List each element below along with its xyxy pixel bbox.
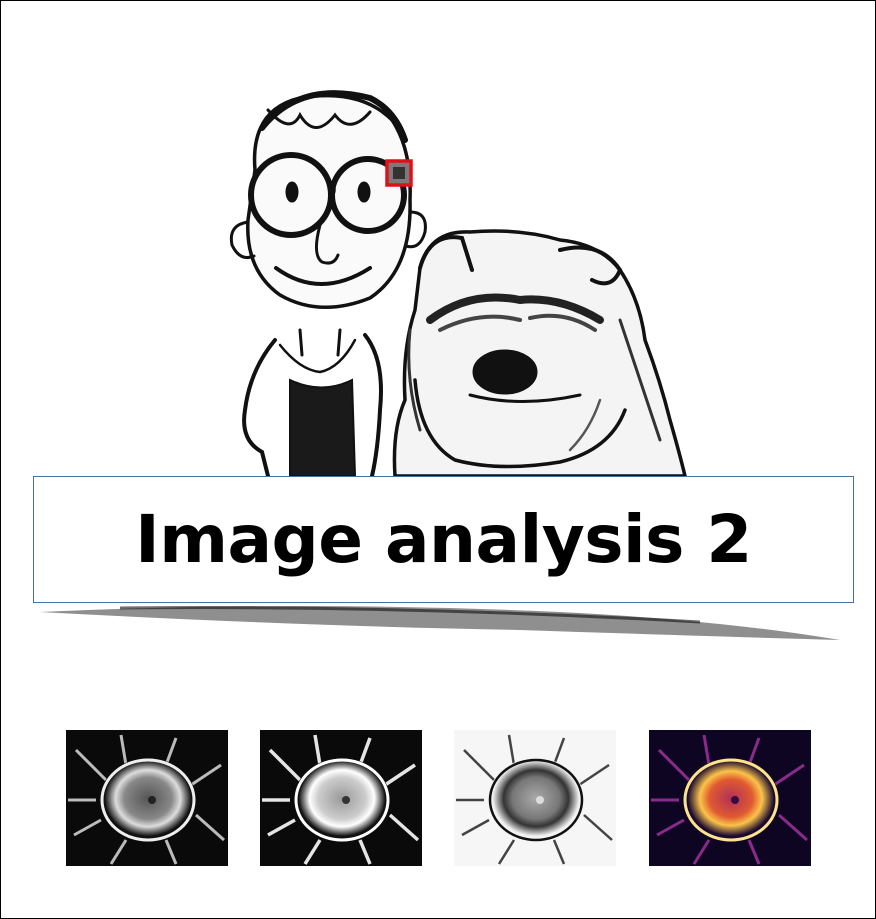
boy-figure (242, 328, 383, 478)
slide-title: Image analysis 2 (135, 501, 752, 578)
thumbnail-grayscale (66, 730, 228, 866)
ground-shadow (40, 606, 840, 640)
thumbnail-grayscale-enhanced (260, 730, 422, 866)
title-box: Image analysis 2 (33, 476, 854, 603)
thumbnail-inferno (649, 730, 811, 866)
boy-head (229, 90, 427, 309)
thumbnail-inverted (454, 730, 616, 866)
dog-figure (392, 229, 688, 478)
